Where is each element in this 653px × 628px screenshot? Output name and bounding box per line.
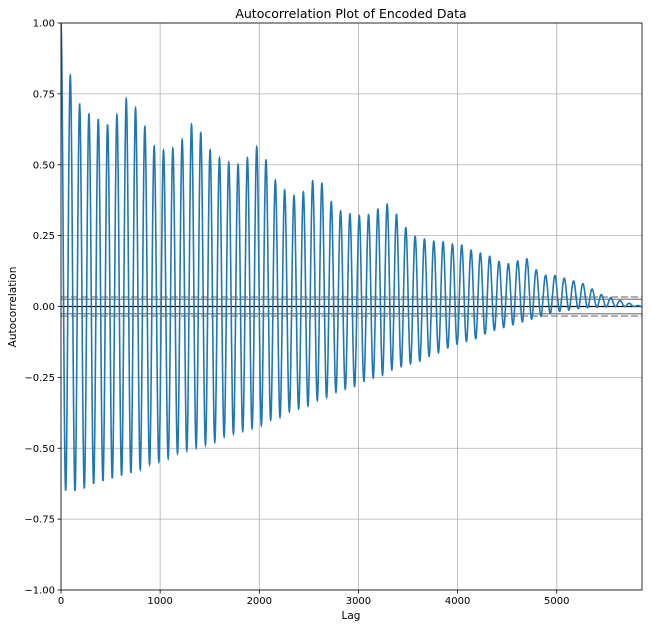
x-tick-label: 1000	[147, 596, 172, 607]
x-axis: 0 1000 2000 3000 4000 5000	[58, 590, 569, 607]
x-tick-label: 2000	[247, 596, 272, 607]
x-tick-label: 0	[58, 596, 64, 607]
x-tick-label: 4000	[445, 596, 470, 607]
x-tick-label: 3000	[346, 596, 371, 607]
y-tick-label: −0.25	[24, 373, 55, 384]
plot-area	[61, 23, 642, 491]
y-axis-title: Autocorrelation	[7, 267, 19, 348]
chart-title: Autocorrelation Plot of Encoded Data	[235, 6, 466, 21]
y-tick-label: −0.75	[24, 515, 55, 526]
y-axis: −1.00 −0.75 −0.50 −0.25 0.00 0.25 0.50 0.75 1.00	[24, 19, 61, 597]
y-tick-label: −1.00	[24, 586, 55, 597]
y-tick-label: −0.50	[24, 444, 55, 455]
x-tick-label: 5000	[544, 596, 569, 607]
y-tick-label: 0.00	[33, 302, 55, 313]
autocorrelation-series-line	[61, 23, 642, 491]
y-tick-label: 1.00	[33, 19, 55, 30]
y-tick-label: 0.25	[33, 231, 55, 242]
x-axis-title: Lag	[342, 610, 361, 622]
y-tick-label: 0.75	[33, 89, 55, 100]
y-tick-label: 0.50	[33, 160, 55, 171]
